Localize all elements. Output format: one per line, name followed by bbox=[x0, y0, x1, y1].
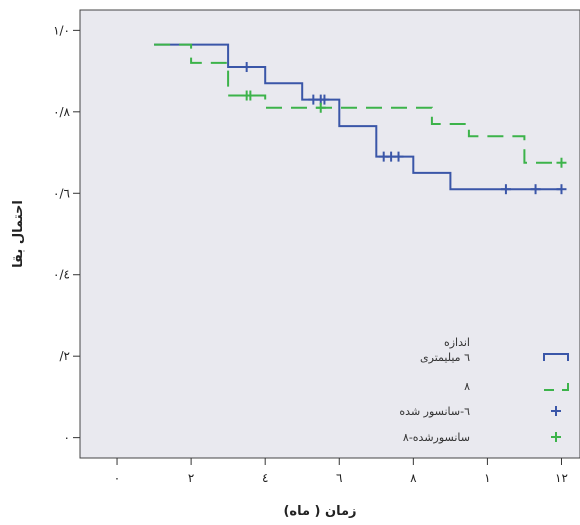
legend-entry-4: ۸-سانسورشده bbox=[403, 431, 561, 444]
y-axis-title: احتمال بقا bbox=[11, 200, 26, 268]
legend-swatch bbox=[543, 353, 569, 361]
legend-censor-swatch bbox=[551, 406, 561, 416]
y-tick-label: ۰/٤ bbox=[53, 268, 70, 282]
censor-mark bbox=[393, 151, 404, 162]
censor-mark bbox=[315, 102, 326, 113]
x-tick-label: ۱۲ bbox=[555, 471, 568, 485]
legend-entry-1: ٦ میلیمتری bbox=[420, 351, 569, 364]
y-tick-label: /۲ bbox=[60, 349, 71, 363]
legend-label: ۸ bbox=[464, 380, 470, 393]
legend-swatch bbox=[562, 383, 569, 391]
censor-mark bbox=[319, 94, 330, 105]
series-layer bbox=[154, 43, 567, 195]
plot-frame bbox=[79, 9, 580, 459]
censor-mark bbox=[556, 184, 567, 195]
survival-curve-2 bbox=[154, 43, 562, 164]
legend-entry-2: ۸ bbox=[464, 380, 569, 393]
y-tick-label: ۰/٦ bbox=[53, 186, 70, 200]
censor-mark bbox=[500, 184, 511, 195]
legend: اندازه ٦ میلیمتری ۸ ٦-سانسور شده ۸-سانسورشده bbox=[399, 336, 569, 444]
y-tick-label: ۱/۰ bbox=[53, 23, 70, 37]
series-2 bbox=[154, 43, 567, 168]
x-axis-title: زمان ( ماه) bbox=[283, 504, 356, 519]
x-tick-label: ٦ bbox=[336, 471, 342, 485]
censor-mark bbox=[556, 157, 567, 168]
legend-label: ٦-سانسور شده bbox=[399, 405, 470, 418]
plot-area bbox=[79, 9, 580, 459]
censor-mark bbox=[530, 184, 541, 195]
x-tick-label: ۱ bbox=[484, 471, 490, 485]
censor-mark bbox=[241, 62, 252, 73]
x-tick-label: ٤ bbox=[262, 471, 268, 485]
x-tick-label: ۸ bbox=[410, 471, 417, 485]
x-tick-label: ۰ bbox=[114, 471, 120, 485]
legend-entry-3: ٦-سانسور شده bbox=[399, 405, 561, 418]
series-1 bbox=[154, 43, 567, 195]
legend-censor-swatch bbox=[551, 432, 561, 442]
legend-label: ٦ میلیمتری bbox=[420, 351, 470, 364]
legend-label: ۸-سانسورشده bbox=[403, 431, 470, 444]
x-tick-label: ۲ bbox=[188, 471, 194, 485]
y-tick-label: ۰ bbox=[64, 431, 70, 445]
censor-mark bbox=[245, 90, 256, 101]
y-tick-label: ۰/۸ bbox=[53, 105, 70, 119]
legend-title: اندازه bbox=[444, 336, 470, 349]
y-axis: ۰/۲ ۰/٤ ۰/٦ ۰/۸ ۱/۰ bbox=[53, 23, 80, 445]
x-axis: ۰ ۲ ٤ ٦ ۸ ۱ ۱۲ bbox=[114, 458, 568, 485]
